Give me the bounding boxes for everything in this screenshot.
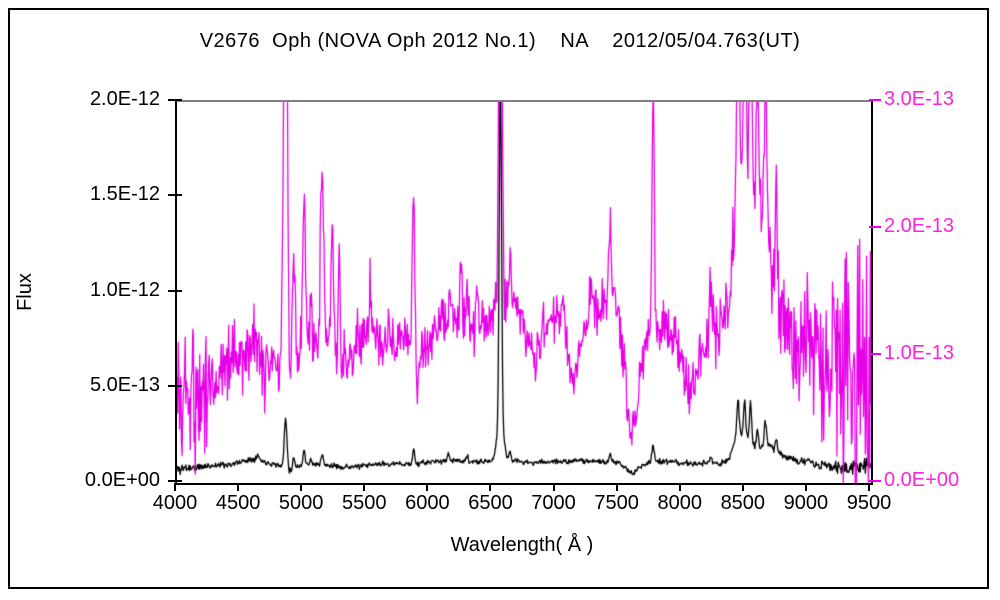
axis-tick bbox=[552, 483, 555, 491]
axis-tick bbox=[869, 353, 881, 355]
axis-tick bbox=[300, 483, 303, 491]
x-axis-title: Wavelength( Å ) bbox=[450, 534, 594, 556]
axis-tick bbox=[237, 483, 240, 491]
axis-tick bbox=[168, 480, 182, 482]
axis-tick bbox=[174, 483, 176, 491]
x-tick-label: 5500 bbox=[342, 492, 387, 514]
axis-tick bbox=[168, 384, 182, 387]
y-right-tick-label: 2.0E-13 bbox=[884, 215, 955, 237]
x-tick-label: 4000 bbox=[152, 492, 198, 514]
axis-tick bbox=[869, 480, 881, 482]
axis-tick bbox=[615, 483, 618, 491]
chart-title: V2676 Oph (NOVA Oph 2012 No.1) NA 2012/0… bbox=[199, 30, 801, 52]
spectra-canvas bbox=[177, 102, 871, 483]
axis-tick bbox=[741, 483, 744, 491]
x-tick-label: 9500 bbox=[846, 492, 892, 514]
axis-tick bbox=[678, 483, 681, 491]
x-tick-label: 5000 bbox=[278, 492, 324, 514]
axis-tick bbox=[869, 226, 881, 228]
y-left-tick-label: 1.0E-12 bbox=[89, 278, 160, 301]
axis-tick bbox=[804, 483, 807, 491]
axis-tick bbox=[168, 289, 182, 292]
x-tick-label: 7500 bbox=[594, 492, 639, 514]
y-left-tick-label: 0.0E+00 bbox=[84, 469, 160, 491]
x-tick-label: 6000 bbox=[405, 492, 450, 514]
x-tick-label: 9000 bbox=[783, 492, 829, 514]
y-right-tick-label: 1.0E-13 bbox=[884, 342, 955, 364]
axis-tick bbox=[168, 194, 182, 197]
x-tick-label: 4500 bbox=[215, 492, 261, 514]
x-tick-label: 8000 bbox=[657, 492, 702, 514]
y-left-tick-label: 1.5E-12 bbox=[89, 183, 160, 206]
plot-area bbox=[175, 100, 873, 485]
y-right-tick-label: 0.0E+00 bbox=[884, 469, 960, 491]
figure-border bbox=[8, 8, 989, 589]
axis-tick bbox=[868, 483, 870, 491]
x-tick-label: 8500 bbox=[720, 492, 766, 514]
y-left-tick-label: 5.0E-13 bbox=[89, 373, 160, 396]
axis-tick bbox=[489, 483, 492, 491]
axis-tick bbox=[363, 483, 366, 491]
axis-tick bbox=[168, 99, 182, 101]
axis-tick bbox=[426, 483, 429, 491]
y-right-tick-label: 3.0E-13 bbox=[884, 88, 955, 110]
axis-tick bbox=[869, 99, 881, 101]
y-left-tick-label: 2.0E-12 bbox=[89, 88, 160, 110]
x-tick-label: 7000 bbox=[531, 492, 576, 514]
x-tick-label: 6500 bbox=[468, 492, 513, 514]
